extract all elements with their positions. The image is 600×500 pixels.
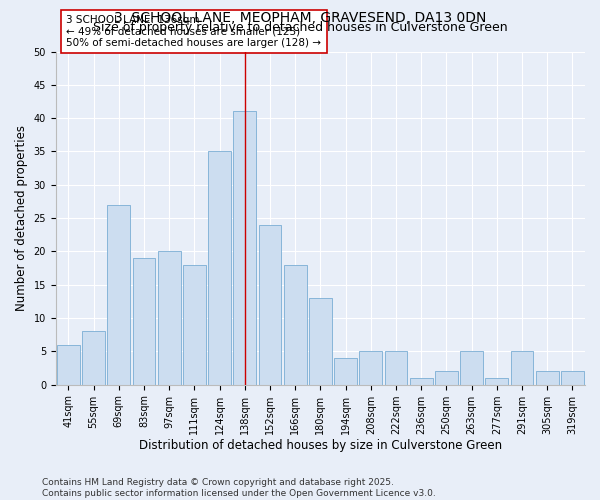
Bar [133,258,155,384]
Text: Size of property relative to detached houses in Culverstone Green: Size of property relative to detached ho… [92,21,508,34]
Text: 3, SCHOOL LANE, MEOPHAM, GRAVESEND, DA13 0DN: 3, SCHOOL LANE, MEOPHAM, GRAVESEND, DA13… [114,11,486,25]
Bar [107,205,130,384]
Bar [233,112,256,384]
Bar [259,225,281,384]
Bar [385,352,407,384]
Bar [183,265,206,384]
Bar [536,372,559,384]
Bar [208,152,231,384]
Text: 3 SCHOOL LANE: 136sqm
← 49% of detached houses are smaller (125)
50% of semi-det: 3 SCHOOL LANE: 136sqm ← 49% of detached … [67,15,322,48]
Bar [334,358,357,384]
Bar [410,378,433,384]
Bar [309,298,332,384]
Bar [460,352,483,384]
X-axis label: Distribution of detached houses by size in Culverstone Green: Distribution of detached houses by size … [139,440,502,452]
Bar [485,378,508,384]
Bar [82,332,105,384]
Bar [359,352,382,384]
Bar [57,344,80,385]
Bar [561,372,584,384]
Y-axis label: Number of detached properties: Number of detached properties [15,125,28,311]
Bar [435,372,458,384]
Bar [284,265,307,384]
Bar [158,252,181,384]
Text: Contains HM Land Registry data © Crown copyright and database right 2025.
Contai: Contains HM Land Registry data © Crown c… [42,478,436,498]
Bar [511,352,533,384]
